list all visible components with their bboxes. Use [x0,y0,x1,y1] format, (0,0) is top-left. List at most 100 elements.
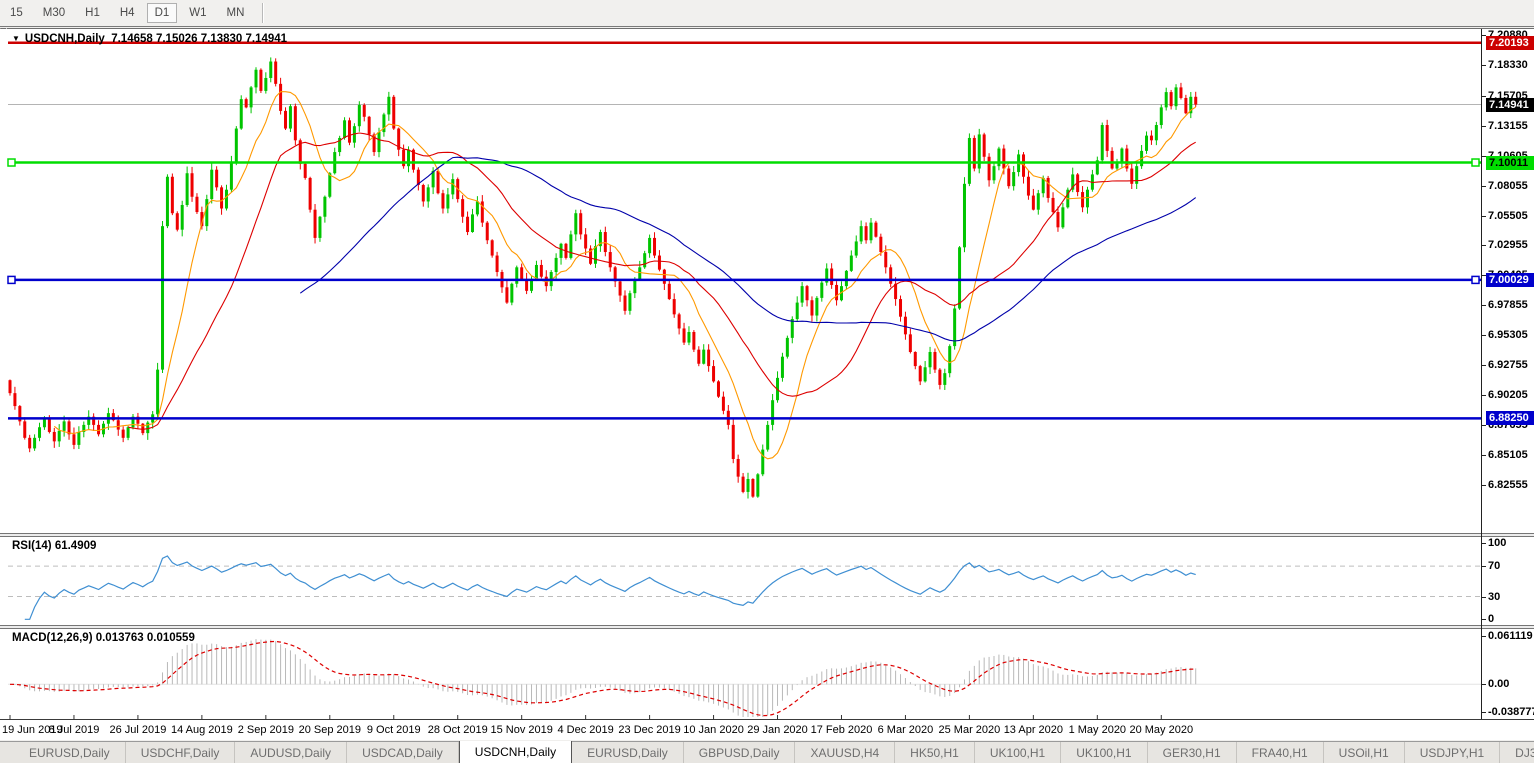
rsi-axis-label: 0 [1488,613,1495,626]
price-marker-7.14941: 7.14941 [1486,97,1534,112]
tab-usoil-h1[interactable]: USOil,H1 [1324,742,1405,763]
tab-hk50-h1[interactable]: HK50,H1 [895,742,975,763]
time-axis-label: 6 Mar 2020 [877,724,934,736]
macd-tick [1481,684,1486,686]
time-axis-label: 17 Feb 2020 [810,724,873,736]
price-tick-label: 6.85105 [1488,449,1528,462]
time-axis-label: 9 Oct 2019 [366,724,421,736]
price-tick [1481,185,1486,187]
price-tick [1481,275,1486,277]
tab-xauusd-h4[interactable]: XAUUSD,H4 [795,742,896,763]
price-marker-6.88250: 6.88250 [1486,411,1534,426]
macd-axis-label: 0.061119 [1488,630,1533,643]
macd-indicator-label: MACD(12,26,9) 0.013763 0.010559 [12,632,195,644]
tab-usdjpy-h1[interactable]: USDJPY,H1 [1405,742,1501,763]
price-marker-7.10011: 7.10011 [1486,155,1534,170]
rsi-tick [1481,596,1486,598]
macd-tick [1481,636,1486,638]
time-axis-label: 28 Oct 2019 [427,724,488,736]
timeframe-button-h1[interactable]: H1 [85,7,100,19]
time-axis-label: 15 Nov 2019 [490,724,553,736]
time-axis-label: 29 Jan 2020 [747,724,808,736]
tab-gbpusd-daily[interactable]: GBPUSD,Daily [684,742,796,763]
price-tick [1481,215,1486,217]
time-axis-label: 23 Dec 2019 [618,724,681,736]
time-axis[interactable]: 19 Jun 2019 8 Jul 2019 26 Jul 2019 14 Aug 2… [0,720,1534,740]
rsi-axis-label: 30 [1488,590,1501,603]
price-tick [1481,245,1486,247]
time-axis-label: 13 Apr 2020 [1003,724,1064,736]
rsi-tick [1481,619,1486,621]
time-axis-label: 2 Sep 2019 [237,724,294,736]
price-tick-label: 6.97855 [1488,299,1528,312]
chart-symbol-label: USDCNH,Daily [24,33,105,45]
price-tick [1481,305,1486,307]
timeframe-button-d1[interactable]: D1 [146,3,178,23]
tab-fra40-h1[interactable]: FRA40,H1 [1237,742,1324,763]
price-tick-label: 7.13155 [1488,119,1528,132]
tab-usdcnh-daily[interactable]: USDCNH,Daily [458,741,573,763]
tab-audusd-daily[interactable]: AUDUSD,Daily [235,742,348,763]
tab-eurusd-daily[interactable]: EURUSD,Daily [14,742,126,763]
price-tick [1481,485,1486,487]
panel-bottom-border [0,719,1534,720]
panel-splitter[interactable] [0,625,1534,629]
price-tick [1481,125,1486,127]
timeframe-button-m30[interactable]: M30 [42,7,66,19]
time-axis-label: 10 Jan 2020 [683,724,744,736]
tab-usdcad-daily[interactable]: USDCAD,Daily [347,742,459,763]
time-axis-label: 20 May 2020 [1129,724,1194,736]
price-tick [1481,155,1486,157]
price-tick [1481,425,1486,427]
macd-panel[interactable] [0,629,1534,719]
tab-dj30-daily[interactable]: DJ30,Daily [1500,742,1534,763]
timeframe-button-h4[interactable]: H4 [119,7,135,19]
time-axis-label: 8 Jul 2019 [48,724,100,736]
macd-axis-label: -0.038777 [1488,706,1534,718]
price-tick-label: 6.82555 [1488,479,1528,492]
time-axis-label: 14 Aug 2019 [170,724,233,736]
rsi-tick [1481,566,1486,568]
price-tick-label: 6.92755 [1488,359,1528,372]
tab-ger30-h1[interactable]: GER30,H1 [1148,742,1237,763]
price-tick-label: 6.95305 [1488,329,1528,342]
time-axis-label: 19 Jun 2019 [2,724,63,736]
price-marker-7.20193: 7.20193 [1486,35,1534,50]
rsi-indicator-label: RSI(14) 61.4909 [12,540,97,552]
rsi-axis-label: 100 [1488,537,1507,550]
main-chart-panel[interactable] [0,29,1534,533]
timeframe-toolbar: 15 M30 H1 H4 D1 W1 MN [0,0,1534,27]
price-tick [1481,34,1486,36]
chart-top-border [0,28,1534,29]
price-tick [1481,455,1486,457]
price-tick [1481,335,1486,337]
rsi-axis-label: 70 [1488,560,1501,573]
chart-header: ▼ USDCNH,Daily 7.14658 7.15026 7.13830 7.… [12,33,287,45]
price-tick-label: 6.90205 [1488,389,1528,402]
price-tick [1481,64,1486,66]
price-axis-border [1481,29,1482,719]
time-axis-label: 25 Mar 2020 [938,724,1001,736]
rsi-panel[interactable] [0,537,1534,625]
price-marker-7.00029: 7.00029 [1486,272,1534,287]
tab-usdchf-daily[interactable]: USDCHF,Daily [126,742,236,763]
panel-splitter[interactable] [0,533,1534,537]
tab-eurusd-daily[interactable]: EURUSD,Daily [572,742,684,763]
macd-axis-label: 0.00 [1488,678,1510,691]
price-tick-label: 7.05505 [1488,209,1528,222]
time-axis-label: 1 May 2020 [1068,724,1127,736]
time-axis-label: 4 Dec 2019 [557,724,614,736]
price-tick-label: 7.18330 [1488,58,1528,71]
chart-quote: 7.14658 7.15026 7.13830 7.14941 [111,33,288,45]
price-tick [1481,395,1486,397]
tab-uk100-h1[interactable]: UK100,H1 [975,742,1062,763]
timeframe-button-15[interactable]: 15 [10,7,23,19]
price-tick [1481,95,1486,97]
timeframe-button-mn[interactable]: MN [226,7,245,19]
rsi-tick [1481,543,1486,545]
symbol-dropdown-icon[interactable]: ▼ [12,34,20,43]
chart-tab-bar: EURUSD,Daily USDCHF,Daily AUDUSD,Daily USDC… [0,741,1534,763]
tab-uk100-h1[interactable]: UK100,H1 [1061,742,1148,763]
timeframe-button-w1[interactable]: W1 [189,7,207,19]
